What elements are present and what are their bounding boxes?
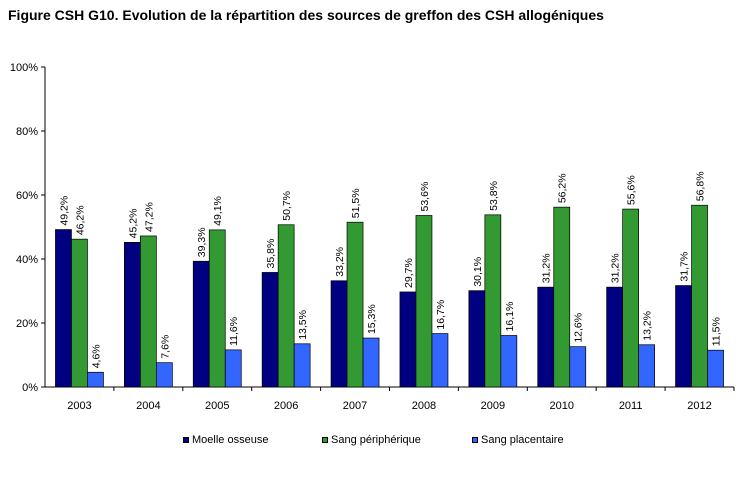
bar <box>638 344 656 388</box>
x-tick-label: 2007 <box>343 400 367 412</box>
data-label: 33,2% <box>334 247 346 277</box>
x-tick-label: 2010 <box>550 400 574 412</box>
bar <box>123 242 141 388</box>
data-label: 16,1% <box>504 302 516 332</box>
legend-item-sang-peripherique: Sang périphérique <box>322 434 421 446</box>
data-label: 15,3% <box>366 304 378 334</box>
data-label: 35,8% <box>265 239 277 269</box>
data-label: 12,6% <box>573 313 585 343</box>
x-tick-label: 2004 <box>136 400 160 412</box>
data-label: 47,2% <box>143 202 155 232</box>
data-label: 13,5% <box>297 310 309 340</box>
bar <box>277 224 295 388</box>
chart-title: Figure CSH G10. Evolution de la répartit… <box>8 7 604 23</box>
legend-item-sang-placentaire: Sang placentaire <box>472 434 564 446</box>
bar <box>500 335 518 388</box>
data-label: 16,7% <box>435 300 447 330</box>
data-label: 7,6% <box>159 335 171 359</box>
bar <box>569 346 587 388</box>
y-tick-label: 100% <box>10 62 38 74</box>
bar <box>192 260 210 388</box>
x-tick-label: 2003 <box>67 400 91 412</box>
bar <box>468 290 486 388</box>
legend-swatch-moelle <box>183 437 189 443</box>
bar <box>261 272 279 388</box>
bar <box>330 280 348 388</box>
bar <box>691 204 708 388</box>
data-label: 31,2% <box>610 253 622 283</box>
bar <box>431 333 449 388</box>
y-tick-label: 20% <box>16 318 38 330</box>
data-label: 11,6% <box>228 317 240 346</box>
data-label: 45,2% <box>127 209 139 239</box>
legend-label-sang-placentaire: Sang placentaire <box>481 434 564 446</box>
x-tick-label: 2006 <box>274 400 298 412</box>
data-label: 31,7% <box>679 252 691 282</box>
bar <box>622 208 640 388</box>
legend-item-moelle: Moelle osseuse <box>183 434 268 446</box>
data-label: 29,7% <box>403 258 415 288</box>
bar <box>140 235 157 388</box>
data-label: 46,2% <box>74 205 86 235</box>
data-label: 56,8% <box>695 171 707 201</box>
data-label: 49,1% <box>212 196 224 226</box>
data-label: 39,3% <box>196 227 208 257</box>
x-tick-label: 2012 <box>687 400 711 412</box>
x-tick-label: 2009 <box>481 400 505 412</box>
data-label: 49,2% <box>58 196 70 226</box>
bar <box>707 349 724 388</box>
data-label: 55,6% <box>626 175 638 205</box>
legend-label-sang-peripherique: Sang périphérique <box>331 434 421 446</box>
data-label: 56,2% <box>557 173 569 203</box>
legend-label-moelle: Moelle osseuse <box>192 434 269 446</box>
bar <box>156 362 173 388</box>
bar <box>346 221 364 388</box>
data-label: 11,5% <box>711 317 723 346</box>
data-label: 31,2% <box>541 253 553 283</box>
y-tick-label: 0% <box>22 382 38 394</box>
bar <box>55 229 72 388</box>
bar <box>399 291 417 388</box>
bar <box>675 285 692 388</box>
data-label: 4,6% <box>90 344 102 368</box>
y-tick-label: 80% <box>16 126 38 138</box>
legend-swatch-sang-placentaire <box>472 437 478 443</box>
legend-swatch-sang-peripherique <box>322 437 328 443</box>
data-label: 30,1% <box>472 257 484 287</box>
x-tick-label: 2011 <box>619 400 643 412</box>
y-tick-label: 60% <box>16 190 38 202</box>
bar <box>606 286 624 388</box>
bar <box>484 214 502 388</box>
bar <box>208 229 226 388</box>
x-tick-label: 2005 <box>205 400 229 412</box>
bar <box>293 343 311 388</box>
bar <box>224 349 242 388</box>
bar <box>71 238 88 388</box>
y-tick-label: 40% <box>16 254 38 266</box>
bar <box>87 371 104 388</box>
legend: Moelle osseuse Sang périphérique Sang pl… <box>0 434 750 450</box>
bar <box>362 337 380 388</box>
bar <box>415 215 433 388</box>
data-label: 51,5% <box>350 188 362 218</box>
data-label: 53,8% <box>488 181 500 211</box>
x-tick-label: 2008 <box>412 400 436 412</box>
data-label: 53,6% <box>419 182 431 212</box>
bar <box>553 206 571 388</box>
bar <box>537 286 555 388</box>
data-label: 13,2% <box>642 311 654 341</box>
data-label: 50,7% <box>281 191 293 221</box>
